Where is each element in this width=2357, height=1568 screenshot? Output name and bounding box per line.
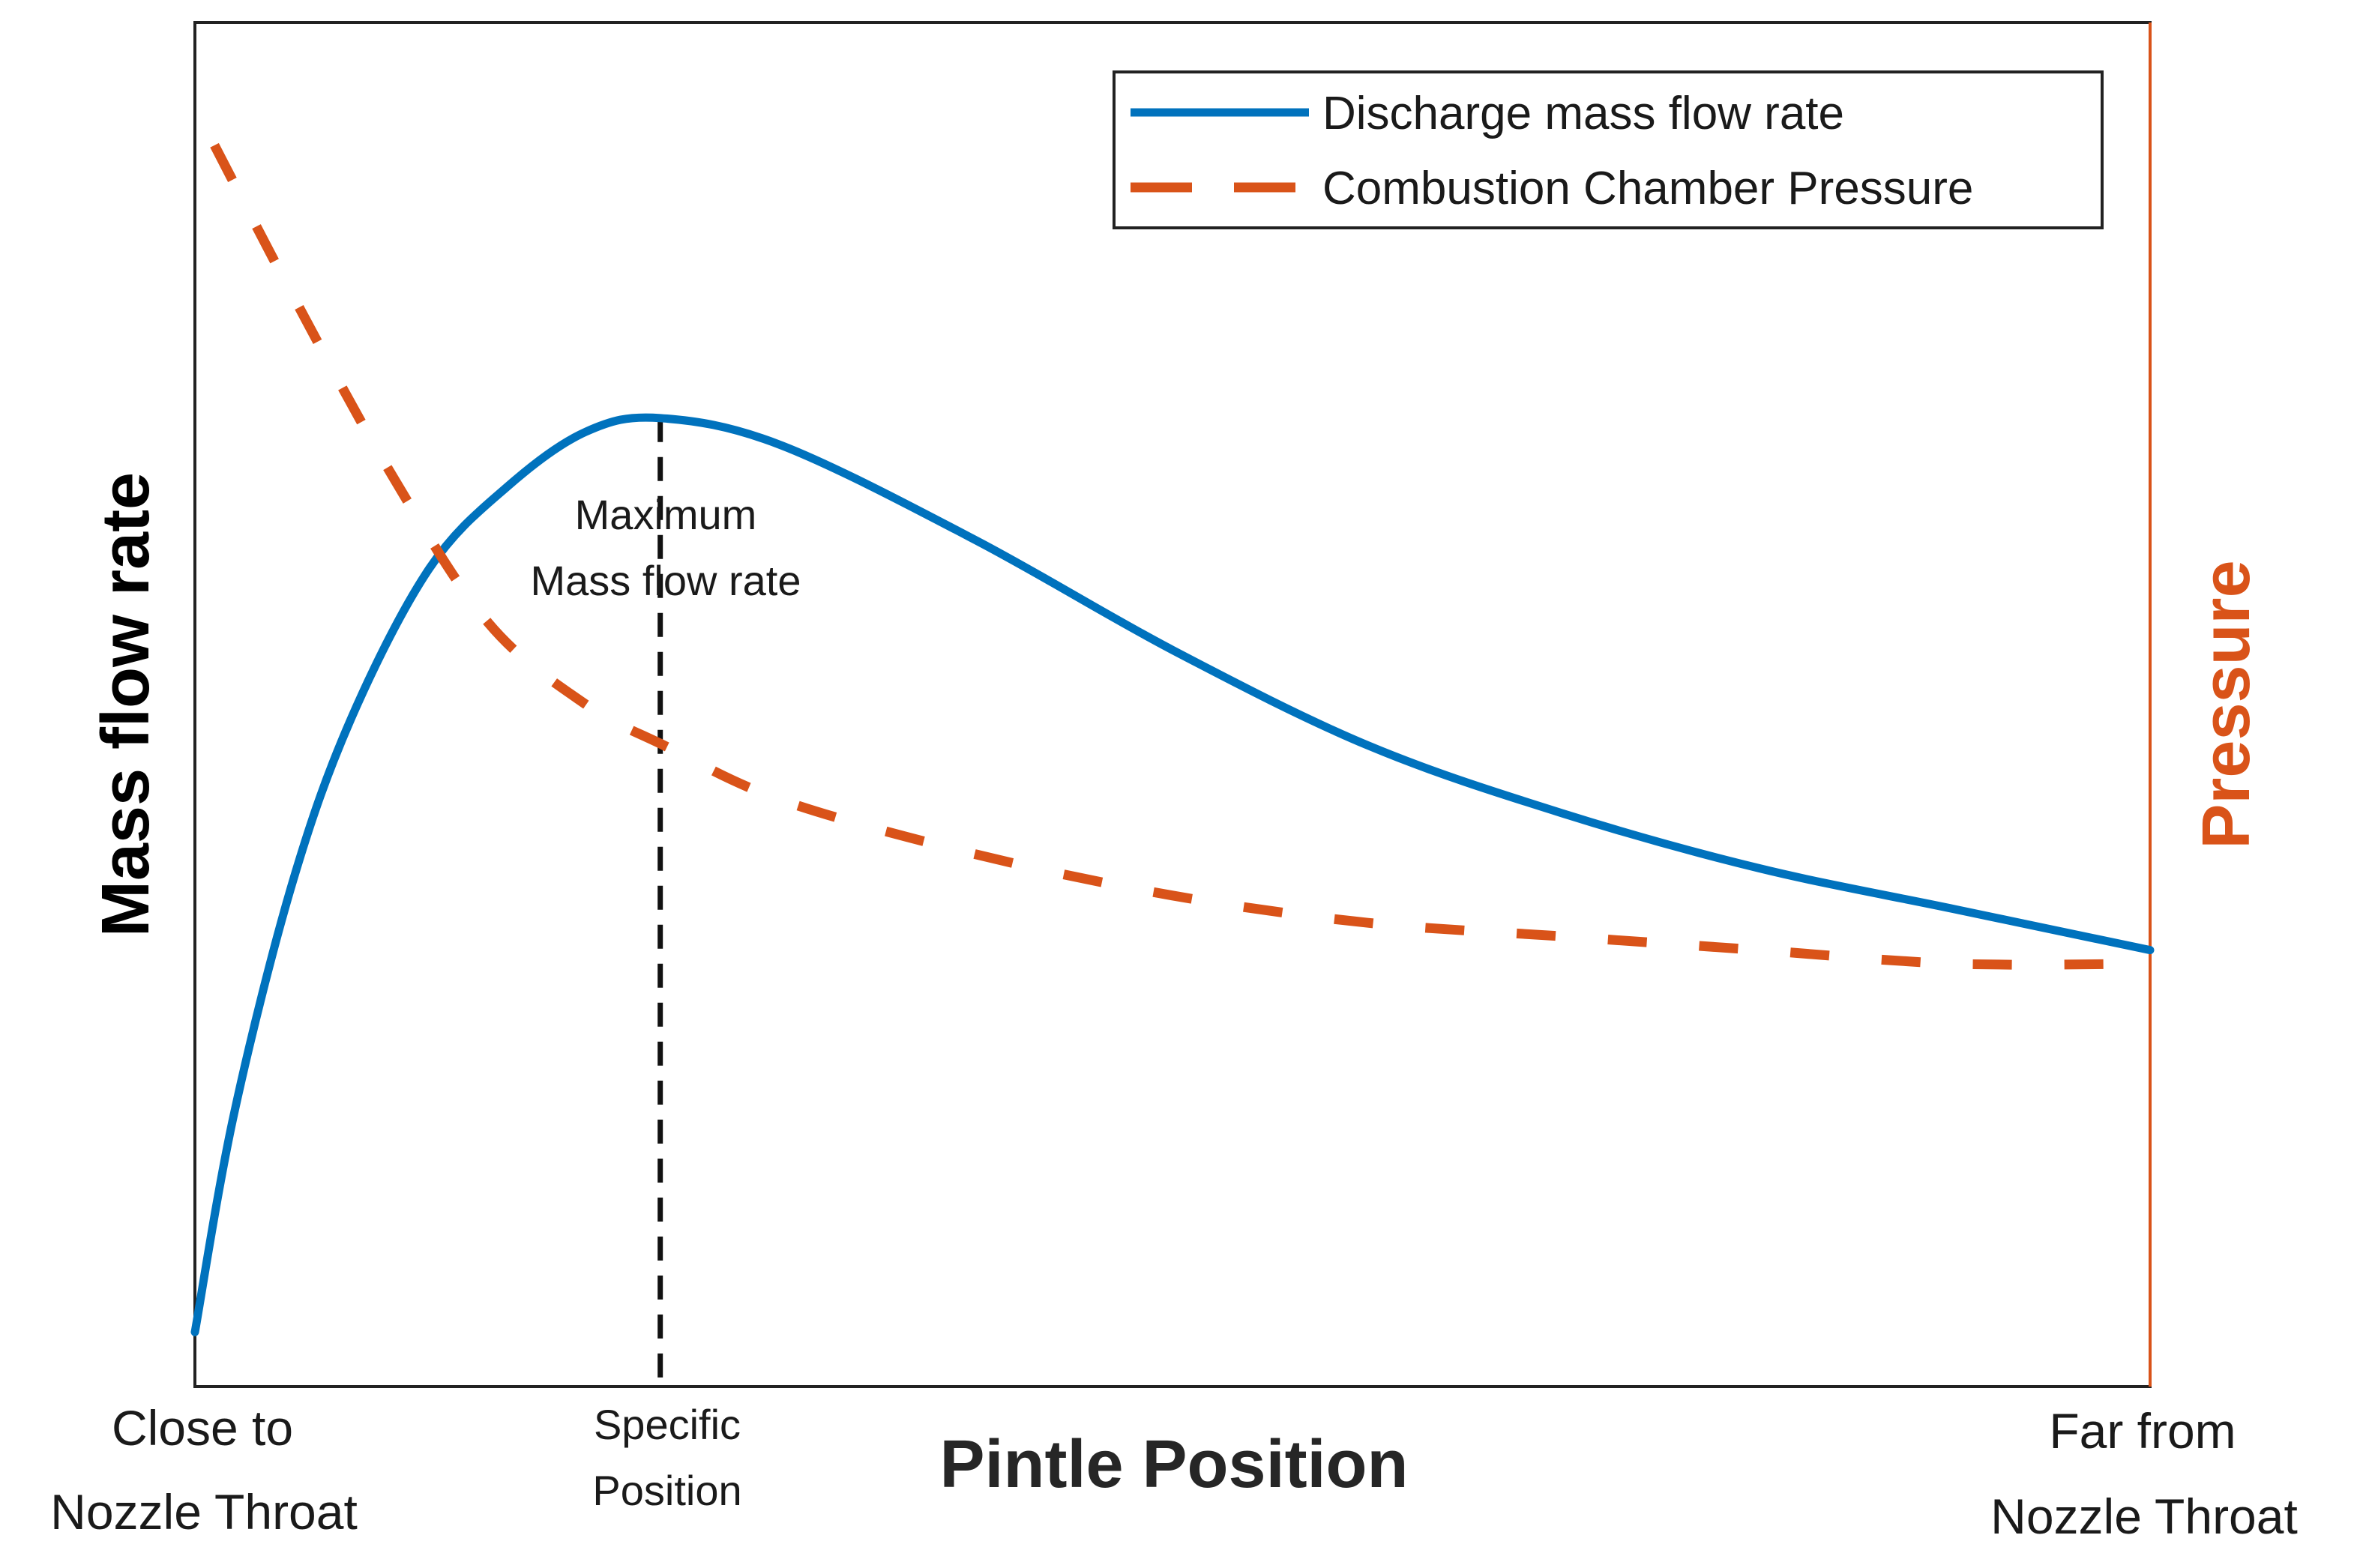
x-tick-middle-line-1: Specific <box>594 1401 741 1448</box>
x-tick-right: Far from Nozzle Throat <box>1990 1403 2298 1544</box>
legend-label-pressure: Combustion Chamber Pressure <box>1322 163 1973 214</box>
x-tick-left-line-1: Close to <box>112 1400 293 1456</box>
x-tick-left: Close to Nozzle Throat <box>50 1400 358 1540</box>
left-y-axis-label: Mass flow rate <box>88 472 163 937</box>
max-flow-annotation: Maximum Mass flow rate <box>531 491 801 604</box>
legend: Discharge mass flow rate Combustion Cham… <box>1113 70 2104 229</box>
annotation-line-1: Maximum <box>575 491 757 538</box>
combustion-chamber-pressure-line <box>210 142 2151 970</box>
legend-box <box>1113 70 2104 229</box>
x-tick-right-line-1: Far from <box>2049 1403 2236 1459</box>
discharge-mass-flow-rate-line <box>190 413 2155 1336</box>
annotation-line-2: Mass flow rate <box>531 557 801 604</box>
right-y-axis-label: Pressure <box>2189 560 2264 848</box>
x-axis-label: Pintle Position <box>939 1427 1408 1502</box>
x-tick-middle-line-2: Position <box>592 1467 741 1514</box>
legend-label-discharge: Discharge mass flow rate <box>1322 88 1844 139</box>
x-tick-right-line-2: Nozzle Throat <box>1990 1489 2298 1544</box>
x-tick-middle: Specific Position <box>592 1401 741 1514</box>
x-tick-left-line-2: Nozzle Throat <box>50 1484 358 1540</box>
